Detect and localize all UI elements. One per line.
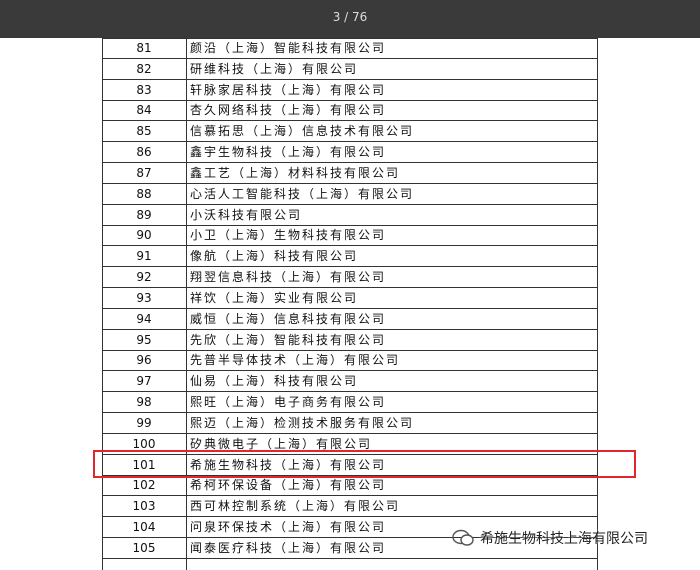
company-name: 翔翌信息科技（上海）有限公司 bbox=[190, 270, 387, 285]
row-number: 97 bbox=[136, 374, 152, 389]
company-name: 熙迈（上海）检测技术服务有限公司 bbox=[190, 415, 415, 430]
row-number: 87 bbox=[136, 165, 152, 180]
company-name: 希施生物科技（上海）有限公司 bbox=[190, 457, 387, 472]
company-name: 祥饮（上海）实业有限公司 bbox=[190, 290, 359, 305]
table-row: 88 心活人工智能科技（上海）有限公司 bbox=[102, 184, 597, 205]
company-name: 鑫宇生物科技（上海）有限公司 bbox=[190, 145, 387, 160]
table-row: 93 祥饮（上海）实业有限公司 bbox=[102, 288, 597, 309]
company-name: 问泉环保技术（上海）有限公司 bbox=[190, 520, 387, 535]
company-name: 先欣（上海）智能科技有限公司 bbox=[190, 332, 387, 347]
table-row: 92 翔翌信息科技（上海）有限公司 bbox=[102, 267, 597, 289]
table-row: 103 西可林控制系统（上海）有限公司 bbox=[102, 496, 597, 518]
row-number: 102 bbox=[132, 478, 156, 493]
table-row: 94 威恒（上海）信息科技有限公司 bbox=[102, 309, 597, 330]
table-row: 90 小卫（上海）生物科技有限公司 bbox=[102, 225, 597, 247]
row-number: 96 bbox=[136, 353, 152, 368]
company-name: 研维科技（上海）有限公司 bbox=[190, 61, 359, 76]
column-divider bbox=[186, 38, 187, 570]
company-name: 杏久网络科技（上海）有限公司 bbox=[190, 103, 387, 118]
table-row: 101 希施生物科技（上海）有限公司 bbox=[102, 455, 597, 476]
table-row: 105 闻泰医疗科技（上海）有限公司 bbox=[102, 538, 597, 559]
watermark-text: 希施生物科技上海有限公司 bbox=[480, 531, 648, 547]
toolbar: 3 / 76 bbox=[0, 0, 700, 38]
company-name: 像航（上海）科技有限公司 bbox=[190, 249, 359, 264]
row-border bbox=[102, 18, 597, 39]
row-number: 91 bbox=[136, 249, 152, 264]
row-number: 84 bbox=[136, 103, 152, 118]
table-row: 91 像航（上海）科技有限公司 bbox=[102, 246, 597, 268]
row-number: 82 bbox=[136, 61, 152, 76]
row-number: 85 bbox=[136, 124, 152, 139]
row-number: 89 bbox=[136, 207, 152, 222]
company-name: 威恒（上海）信息科技有限公司 bbox=[190, 311, 387, 326]
row-number: 103 bbox=[132, 499, 156, 514]
table-row: 82 研维科技（上海）有限公司 bbox=[102, 59, 597, 80]
row-number: 93 bbox=[136, 290, 152, 305]
page-indicator: 3 / 76 bbox=[332, 10, 368, 24]
table-row: 85 信慕拓思（上海）信息技术有限公司 bbox=[102, 121, 597, 143]
company-name: 希柯环保设备（上海）有限公司 bbox=[190, 478, 387, 493]
table-row: 99 熙迈（上海）检测技术服务有限公司 bbox=[102, 413, 597, 434]
row-number: 90 bbox=[136, 228, 152, 243]
row-number: 98 bbox=[136, 395, 152, 410]
table-row: 86 鑫宇生物科技（上海）有限公司 bbox=[102, 142, 597, 164]
company-name: 颜沿（上海）智能科技有限公司 bbox=[190, 41, 387, 55]
company-name: 熙旺（上海）电子商务有限公司 bbox=[190, 395, 387, 410]
row-number: 94 bbox=[136, 311, 152, 326]
row-number: 92 bbox=[136, 270, 152, 285]
row-number: 101 bbox=[132, 457, 156, 472]
company-name: 心活人工智能科技（上海）有限公司 bbox=[190, 186, 415, 201]
company-name: 鑫工艺（上海）材料科技有限公司 bbox=[190, 165, 401, 180]
table-row: 104 问泉环保技术（上海）有限公司 bbox=[102, 517, 597, 539]
company-name: 轩脉家居科技（上海）有限公司 bbox=[190, 82, 387, 97]
table-row: 83 轩脉家居科技（上海）有限公司 bbox=[102, 80, 597, 101]
highlight-box bbox=[93, 450, 636, 478]
table-row: 95 先欣（上海）智能科技有限公司 bbox=[102, 330, 597, 351]
table-row: 84 杏久网络科技（上海）有限公司 bbox=[102, 100, 597, 122]
table bbox=[102, 38, 598, 570]
row-number: 100 bbox=[132, 436, 156, 451]
row-number: 99 bbox=[136, 415, 152, 430]
row-number: 81 bbox=[136, 41, 152, 55]
company-name: 西可林控制系统（上海）有限公司 bbox=[190, 499, 401, 514]
row-number: 88 bbox=[136, 186, 152, 201]
table-row: 98 熙旺（上海）电子商务有限公司 bbox=[102, 392, 597, 414]
table-row: 81 颜沿（上海）智能科技有限公司 bbox=[102, 38, 597, 59]
company-name: 小卫（上海）生物科技有限公司 bbox=[190, 228, 387, 243]
company-name: 信慕拓思（上海）信息技术有限公司 bbox=[190, 124, 415, 139]
row-number: 105 bbox=[132, 540, 156, 555]
watermark: 希施生物科技上海有限公司 bbox=[452, 528, 648, 548]
row-number: 104 bbox=[132, 520, 156, 535]
table-row: 89 小沃科技有限公司 bbox=[102, 205, 597, 226]
table-row: 97 仙易（上海）科技有限公司 bbox=[102, 371, 597, 393]
table-row: 87 鑫工艺（上海）材料科技有限公司 bbox=[102, 163, 597, 184]
row-number: 95 bbox=[136, 332, 152, 347]
row-number: 86 bbox=[136, 145, 152, 160]
company-name: 先普半导体技术（上海）有限公司 bbox=[190, 353, 401, 368]
table-row: 100 矽典微电子（上海）有限公司 bbox=[102, 434, 597, 455]
wechat-icon bbox=[452, 529, 474, 546]
table-row: 102 希柯环保设备（上海）有限公司 bbox=[102, 475, 597, 497]
company-name: 矽典微电子（上海）有限公司 bbox=[190, 436, 373, 451]
table-row: 96 先普半导体技术（上海）有限公司 bbox=[102, 350, 597, 372]
company-name: 小沃科技有限公司 bbox=[190, 207, 303, 222]
company-name: 仙易（上海）科技有限公司 bbox=[190, 374, 359, 389]
company-name: 闻泰医疗科技（上海）有限公司 bbox=[190, 540, 387, 555]
row-number: 83 bbox=[136, 82, 152, 97]
